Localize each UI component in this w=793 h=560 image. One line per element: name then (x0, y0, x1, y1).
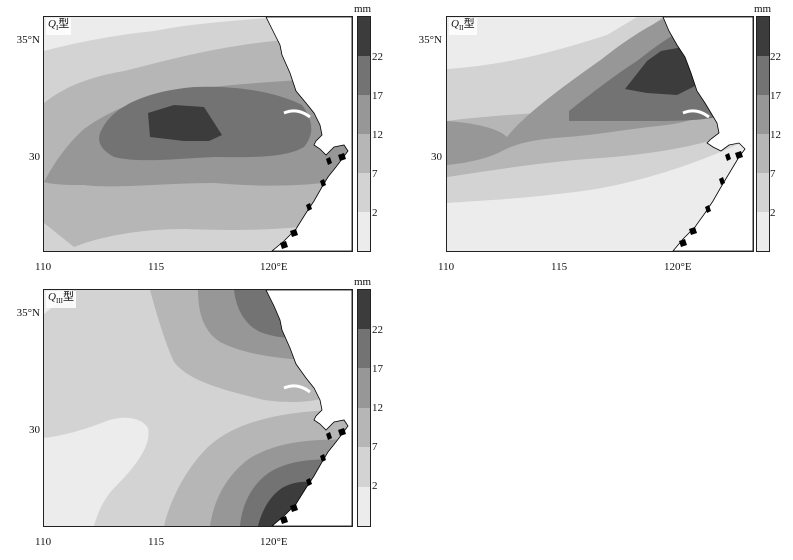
map-q3: QIII型 (43, 289, 353, 527)
map-q2: QII型 (446, 16, 754, 252)
colorbar-unit-q1: mm (354, 3, 372, 15)
rainfall-contour-map-q3 (44, 290, 352, 526)
x-tick-110: 110 (35, 261, 52, 273)
map-q1: QI型 (43, 16, 353, 252)
x-tick-115: 115 (148, 261, 165, 273)
x-tick-120e: 120°E (664, 261, 692, 273)
colorbar-tick-12: 12 (372, 402, 383, 414)
colorbar-tick-7: 7 (372, 441, 378, 453)
colorbar-scale-q1 (357, 16, 371, 252)
panel-label-q3: QIII型 (46, 291, 76, 309)
colorbar-seg-3 (757, 134, 769, 173)
colorbar-tick-2: 2 (372, 207, 378, 219)
colorbar-seg-5 (757, 56, 769, 95)
y-tick-35n: 35°N (16, 307, 40, 319)
x-tick-120e: 120°E (260, 536, 288, 548)
colorbar-tick-22: 22 (372, 51, 383, 63)
colorbar-tick-7: 7 (770, 168, 776, 180)
panel-label-q1: QI型 (46, 18, 72, 36)
y-tick-30: 30 (29, 424, 40, 436)
rainfall-contour-map-q2 (447, 17, 753, 251)
river (283, 109, 311, 119)
colorbar-seg-4 (757, 95, 769, 134)
colorbar-seg-5 (358, 56, 370, 95)
colorbar-tick-17: 17 (372, 363, 383, 375)
colorbar-seg-4 (358, 95, 370, 134)
colorbar-seg-1 (358, 487, 370, 526)
panel-label-q2: QII型 (449, 18, 477, 36)
rainfall-contour-map-q1 (44, 17, 352, 251)
y-tick-35n: 35°N (418, 34, 442, 46)
colorbar-tick-7: 7 (372, 168, 378, 180)
y-tick-30: 30 (29, 151, 40, 163)
y-tick-35n: 35°N (16, 34, 40, 46)
colorbar-scale-q2 (756, 16, 770, 252)
colorbar-seg-6 (757, 17, 769, 56)
colorbar-unit-q2: mm (754, 3, 772, 15)
colorbar-tick-22: 22 (372, 324, 383, 336)
x-tick-115: 115 (148, 536, 165, 548)
colorbar-tick-2: 2 (372, 480, 378, 492)
colorbar-seg-3 (358, 134, 370, 173)
colorbar-seg-5 (358, 329, 370, 368)
x-tick-110: 110 (438, 261, 455, 273)
y-tick-30: 30 (431, 151, 442, 163)
river (682, 109, 710, 119)
colorbar-unit-q3: mm (354, 276, 372, 288)
colorbar-tick-12: 12 (770, 129, 781, 141)
colorbar-seg-2 (358, 173, 370, 212)
colorbar-seg-2 (757, 173, 769, 212)
colorbar-tick-17: 17 (770, 90, 781, 102)
river (283, 384, 311, 394)
colorbar-seg-6 (358, 17, 370, 56)
x-tick-115: 115 (551, 261, 568, 273)
colorbar-tick-2: 2 (770, 207, 776, 219)
colorbar-seg-6 (358, 290, 370, 329)
level-band-6 (148, 105, 222, 141)
colorbar-seg-1 (358, 212, 370, 251)
colorbar-tick-12: 12 (372, 129, 383, 141)
colorbar-tick-17: 17 (372, 90, 383, 102)
colorbar-scale-q3 (357, 289, 371, 527)
colorbar-seg-1 (757, 212, 769, 251)
x-tick-120e: 120°E (260, 261, 288, 273)
colorbar-seg-4 (358, 368, 370, 408)
level-band-6 (625, 47, 697, 95)
colorbar-seg-3 (358, 408, 370, 447)
colorbar-tick-22: 22 (770, 51, 781, 63)
x-tick-110: 110 (35, 536, 52, 548)
colorbar-seg-2 (358, 447, 370, 487)
